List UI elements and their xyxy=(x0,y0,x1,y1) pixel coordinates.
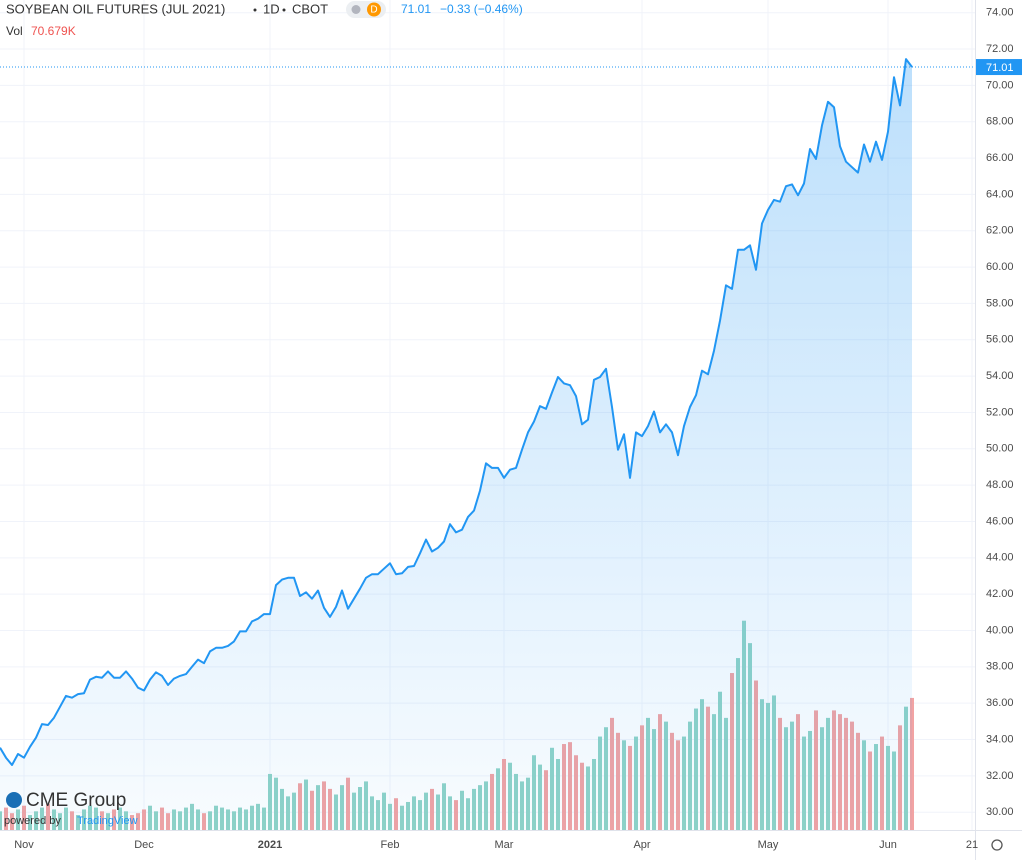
header: SOYBEAN OIL FUTURES (JUL 2021) 1D CBOT D… xyxy=(6,1,523,38)
logo: CME Group powered by TradingView xyxy=(4,790,138,827)
y-tick-label: 54.00 xyxy=(986,370,1014,382)
x-tick-label: May xyxy=(758,839,779,851)
y-tick-label: 64.00 xyxy=(986,188,1014,200)
y-tick-label: 58.00 xyxy=(986,297,1014,309)
y-tick-label: 40.00 xyxy=(986,624,1014,636)
interval: 1D xyxy=(263,1,280,16)
plot xyxy=(0,58,975,831)
area-fill xyxy=(0,59,912,831)
y-tick-label: 52.00 xyxy=(986,406,1014,418)
x-tick-label: Nov xyxy=(14,839,34,851)
y-tick-label: 30.00 xyxy=(986,806,1014,818)
last-price: 71.01 xyxy=(401,2,431,16)
y-tick-label: 56.00 xyxy=(986,334,1014,346)
y-tick-label: 62.00 xyxy=(986,225,1014,237)
x-tick-label: Feb xyxy=(381,839,400,851)
axes: 30.00 32.00 34.00 36.00 38.00 40.00 42.00 44.00… xyxy=(14,7,1022,851)
x-tick-label: 2021 xyxy=(258,839,282,851)
badge-circle xyxy=(367,2,381,17)
exchange: CBOT xyxy=(292,1,328,16)
y-tick-label: 42.00 xyxy=(986,588,1014,600)
last-price-box xyxy=(976,59,1022,76)
y-tick-label: 46.00 xyxy=(986,515,1014,527)
powered-by: powered by xyxy=(4,815,61,827)
change: −0.33 (−0.46%) xyxy=(440,2,523,16)
y-tick-label: 50.00 xyxy=(986,443,1014,455)
badge: D xyxy=(370,5,377,16)
volume-label: 70.679K xyxy=(31,24,76,38)
y-tick-label: 72.00 xyxy=(986,43,1014,55)
x-tick-label: 21 xyxy=(966,839,978,851)
volume-name: Vol xyxy=(6,24,23,38)
y-tick-label: 68.00 xyxy=(986,116,1014,128)
y-tick-label: 74.00 xyxy=(986,7,1014,19)
logo-text: CME Group xyxy=(26,790,126,811)
x-tick-label: Dec xyxy=(134,839,154,851)
y-tick-label: 66.00 xyxy=(986,152,1014,164)
x-tick-label: Apr xyxy=(633,839,650,851)
sep xyxy=(282,8,286,12)
sep xyxy=(253,8,257,12)
y-tick-label: 38.00 xyxy=(986,661,1014,673)
x-tick-label: Jun xyxy=(879,839,897,851)
title: SOYBEAN OIL FUTURES (JUL 2021) xyxy=(6,1,225,16)
y-tick-label: 70.00 xyxy=(986,79,1014,91)
last-price-label: 71.01 xyxy=(986,62,1014,74)
y-tick-label: 44.00 xyxy=(986,552,1014,564)
price-line xyxy=(0,58,913,766)
gear[interactable] xyxy=(991,839,1003,851)
y-tick-label: 32.00 xyxy=(986,770,1014,782)
platform: TradingView xyxy=(77,815,138,827)
settings-icon[interactable] xyxy=(991,839,1003,851)
y-tick-label: 48.00 xyxy=(986,479,1014,491)
badge-dot xyxy=(351,5,361,14)
y-tick-label: 60.00 xyxy=(986,261,1014,273)
logo-globe xyxy=(6,792,22,808)
y-tick-label: 34.00 xyxy=(986,733,1014,745)
y-tick-label: 36.00 xyxy=(986,697,1014,709)
x-tick-label: Mar xyxy=(495,839,514,851)
